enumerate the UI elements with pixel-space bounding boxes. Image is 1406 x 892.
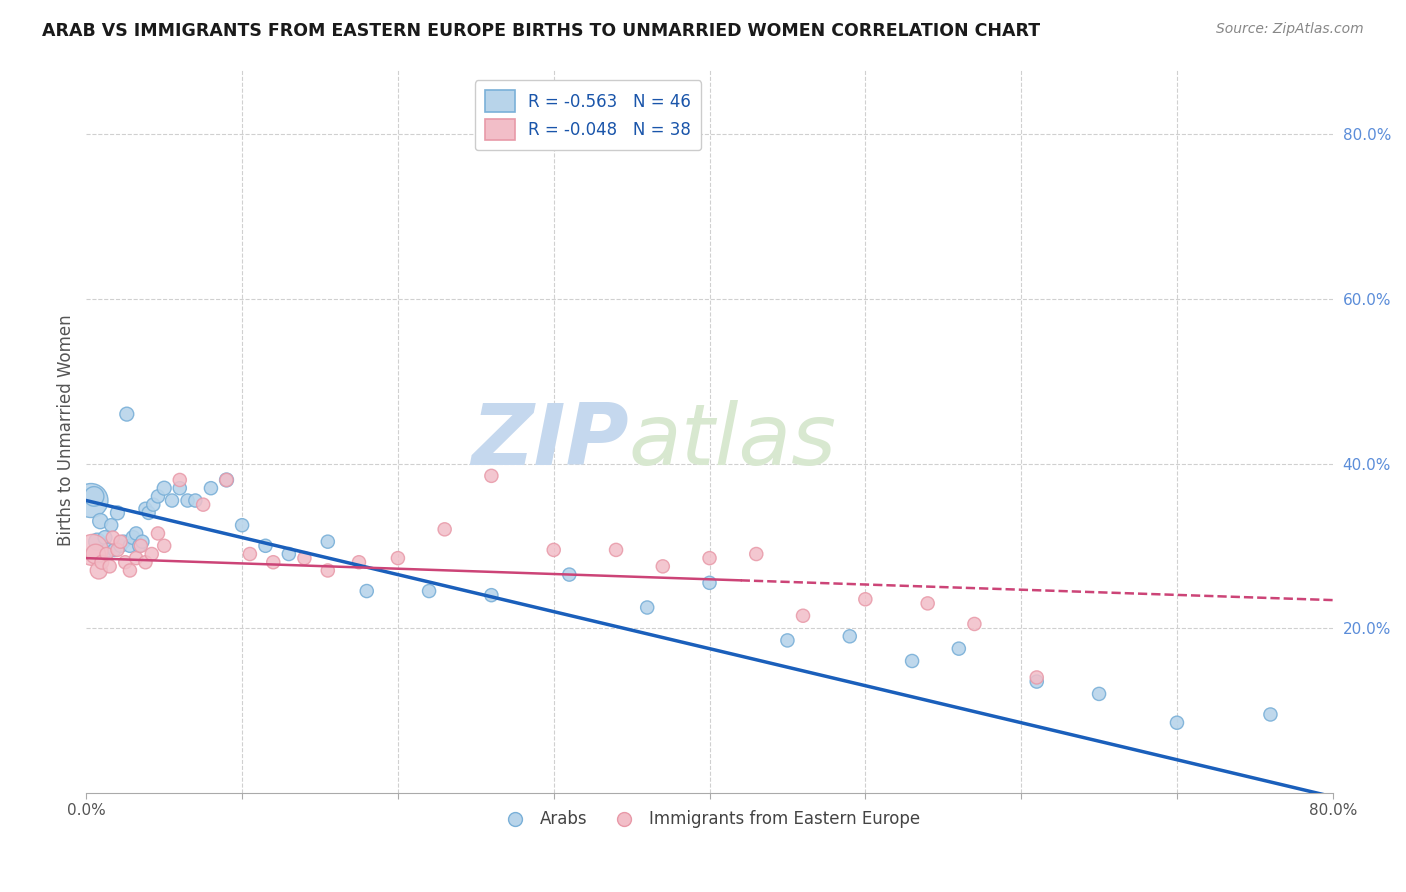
Point: [651, 559, 673, 574]
Point: [169, 481, 191, 495]
Point: [1088, 687, 1111, 701]
Point: [176, 493, 198, 508]
Point: [200, 481, 222, 495]
Point: [107, 542, 129, 557]
Point: [153, 481, 176, 495]
Point: [107, 506, 129, 520]
Point: [262, 555, 284, 569]
Point: [84, 547, 107, 561]
Text: atlas: atlas: [628, 400, 837, 483]
Point: [100, 518, 122, 533]
Point: [316, 564, 339, 578]
Point: [636, 600, 658, 615]
Point: [142, 498, 165, 512]
Point: [558, 567, 581, 582]
Point: [838, 629, 860, 643]
Point: [87, 564, 110, 578]
Point: [1260, 707, 1282, 722]
Point: [481, 588, 503, 602]
Point: [125, 551, 148, 566]
Point: [277, 547, 299, 561]
Text: ZIP: ZIP: [471, 400, 628, 483]
Point: [1166, 715, 1188, 730]
Point: [347, 555, 370, 569]
Point: [184, 493, 207, 508]
Point: [82, 542, 104, 557]
Point: [128, 539, 150, 553]
Point: [605, 542, 627, 557]
Point: [1025, 670, 1047, 684]
Point: [89, 514, 111, 528]
Point: [215, 473, 238, 487]
Point: [1025, 674, 1047, 689]
Text: Source: ZipAtlas.com: Source: ZipAtlas.com: [1216, 22, 1364, 37]
Point: [97, 542, 120, 557]
Point: [191, 498, 214, 512]
Point: [110, 539, 132, 553]
Point: [134, 501, 156, 516]
Point: [146, 490, 169, 504]
Point: [83, 490, 105, 504]
Point: [98, 559, 121, 574]
Point: [112, 534, 135, 549]
Point: [122, 531, 145, 545]
Point: [134, 555, 156, 569]
Point: [792, 608, 814, 623]
Point: [129, 539, 152, 553]
Point: [387, 551, 409, 566]
Text: ARAB VS IMMIGRANTS FROM EASTERN EUROPE BIRTHS TO UNMARRIED WOMEN CORRELATION CHA: ARAB VS IMMIGRANTS FROM EASTERN EUROPE B…: [42, 22, 1040, 40]
Point: [316, 534, 339, 549]
Point: [963, 617, 986, 632]
Legend: Arabs, Immigrants from Eastern Europe: Arabs, Immigrants from Eastern Europe: [492, 804, 927, 835]
Point: [699, 575, 721, 590]
Point: [294, 551, 316, 566]
Point: [131, 534, 153, 549]
Point: [103, 542, 125, 557]
Point: [125, 526, 148, 541]
Point: [169, 473, 191, 487]
Point: [231, 518, 253, 533]
Point: [96, 547, 118, 561]
Point: [80, 493, 103, 508]
Point: [543, 542, 565, 557]
Point: [86, 534, 108, 549]
Point: [917, 596, 939, 610]
Point: [745, 547, 768, 561]
Point: [94, 531, 117, 545]
Point: [101, 531, 124, 545]
Point: [418, 584, 440, 599]
Point: [160, 493, 183, 508]
Point: [853, 592, 876, 607]
Point: [114, 555, 136, 569]
Point: [356, 584, 378, 599]
Y-axis label: Births to Unmarried Women: Births to Unmarried Women: [58, 315, 75, 547]
Point: [215, 473, 238, 487]
Point: [118, 564, 141, 578]
Point: [254, 539, 277, 553]
Point: [141, 547, 163, 561]
Point: [90, 555, 112, 569]
Point: [776, 633, 799, 648]
Point: [901, 654, 924, 668]
Point: [146, 526, 169, 541]
Point: [481, 468, 503, 483]
Point: [699, 551, 721, 566]
Point: [138, 506, 160, 520]
Point: [239, 547, 262, 561]
Point: [948, 641, 970, 656]
Point: [115, 407, 138, 421]
Point: [433, 522, 456, 536]
Point: [118, 539, 141, 553]
Point: [110, 534, 132, 549]
Point: [153, 539, 176, 553]
